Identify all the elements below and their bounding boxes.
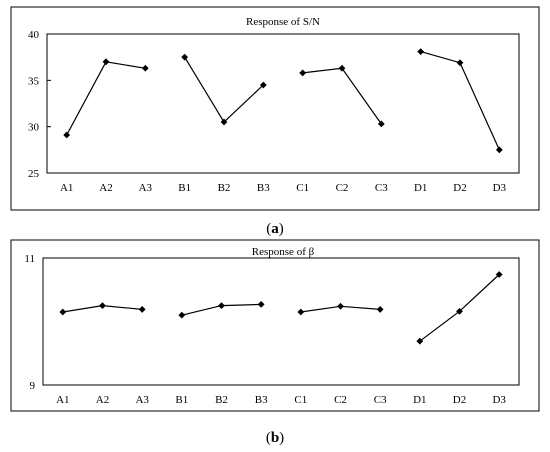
data-point-a-C2 — [338, 64, 346, 72]
x-tick-label: D1 — [414, 182, 427, 194]
x-tick-label: A1 — [56, 394, 69, 406]
data-point-b-D2 — [456, 307, 463, 315]
data-point-b-C1 — [297, 308, 305, 316]
x-tick-label: B3 — [257, 182, 270, 194]
x-tick-label: D1 — [413, 394, 426, 406]
plot-area-a — [46, 33, 520, 174]
x-tick-label: C1 — [294, 394, 307, 406]
data-point-a-B1 — [181, 53, 189, 61]
x-tick-label: B1 — [175, 394, 188, 406]
data-point-b-B1 — [178, 311, 186, 319]
x-tick-label: D2 — [453, 182, 466, 194]
chart-frame-a — [10, 6, 540, 211]
panel-caption-b: (b) — [266, 430, 284, 446]
x-tick-label: A1 — [60, 182, 73, 194]
x-tick-label: A2 — [99, 182, 112, 194]
panel-caption-letter-b: b — [271, 430, 279, 446]
series-points-a — [63, 48, 503, 154]
data-point-b-D1 — [416, 337, 424, 345]
panel-caption-letter-a: a — [271, 221, 279, 237]
y-tick-label: 30 — [28, 122, 40, 134]
x-tick-label: C1 — [296, 182, 309, 194]
data-point-b-A2 — [99, 302, 106, 310]
y-axis-a: 25 30 35 40 — [28, 29, 51, 180]
data-point-a-A1 — [63, 131, 71, 139]
data-point-b-B2 — [218, 302, 225, 310]
x-tick-label: C2 — [334, 394, 347, 406]
data-point-b-D3 — [495, 271, 503, 278]
data-point-a-C1 — [299, 69, 307, 77]
y-tick-label: 35 — [28, 75, 40, 87]
x-tick-label: D3 — [493, 182, 507, 194]
x-tick-label: A3 — [135, 394, 149, 406]
x-tick-label: C3 — [375, 182, 388, 194]
data-point-a-A2 — [102, 58, 110, 66]
panel-caption-a: (a) — [266, 221, 284, 237]
panel-a: Response of S/N 25 30 35 40 A1 A2 A3 B1 B2 B3 C1 C… — [10, 6, 540, 211]
data-point-a-D2 — [456, 59, 464, 67]
x-axis-a: A1 A2 A3 B1 B2 B3 C1 C2 C3 D1 D2 D3 — [60, 182, 507, 194]
x-tick-label: C3 — [374, 394, 387, 406]
x-axis-b: A1 A2 A3 B1 B2 B3 C1 C2 C3 D1 D2 D3 — [56, 394, 506, 406]
x-tick-label: B1 — [178, 182, 191, 194]
plot-area-b — [42, 257, 520, 386]
data-point-b-A3 — [138, 306, 146, 313]
data-point-a-B2 — [220, 118, 228, 126]
data-point-a-A3 — [141, 64, 149, 72]
x-tick-label: D2 — [453, 394, 466, 406]
x-tick-label: D3 — [492, 394, 506, 406]
data-point-b-C2 — [337, 302, 344, 310]
x-tick-label: C2 — [336, 182, 349, 194]
x-tick-label: A3 — [139, 182, 153, 194]
x-tick-label: B3 — [255, 394, 268, 406]
chart-title-a: Response of S/N — [246, 16, 320, 28]
data-point-a-C3 — [377, 120, 385, 128]
series-points-b — [59, 271, 503, 345]
data-point-b-A1 — [59, 308, 67, 316]
y-tick-label: 9 — [30, 380, 36, 392]
y-tick-label: 25 — [28, 168, 40, 180]
data-point-a-D1 — [417, 48, 425, 56]
y-axis-b: 9 11 — [24, 253, 47, 392]
x-tick-label: B2 — [218, 182, 231, 194]
y-tick-label: 11 — [24, 253, 35, 265]
data-point-b-C3 — [376, 306, 384, 313]
chart-frame-b — [10, 239, 540, 412]
data-point-b-B3 — [257, 300, 265, 308]
data-point-a-B3 — [259, 81, 267, 89]
panel-b: Response of β 9 11 A1 A2 A3 B1 B2 B3 C1 C2 C3 D1 D2… — [10, 239, 540, 412]
data-point-a-D3 — [495, 146, 503, 154]
chart-title-b: Response of β — [252, 246, 315, 258]
y-tick-label: 40 — [28, 29, 40, 41]
x-tick-label: B2 — [215, 394, 228, 406]
x-tick-label: A2 — [96, 394, 109, 406]
